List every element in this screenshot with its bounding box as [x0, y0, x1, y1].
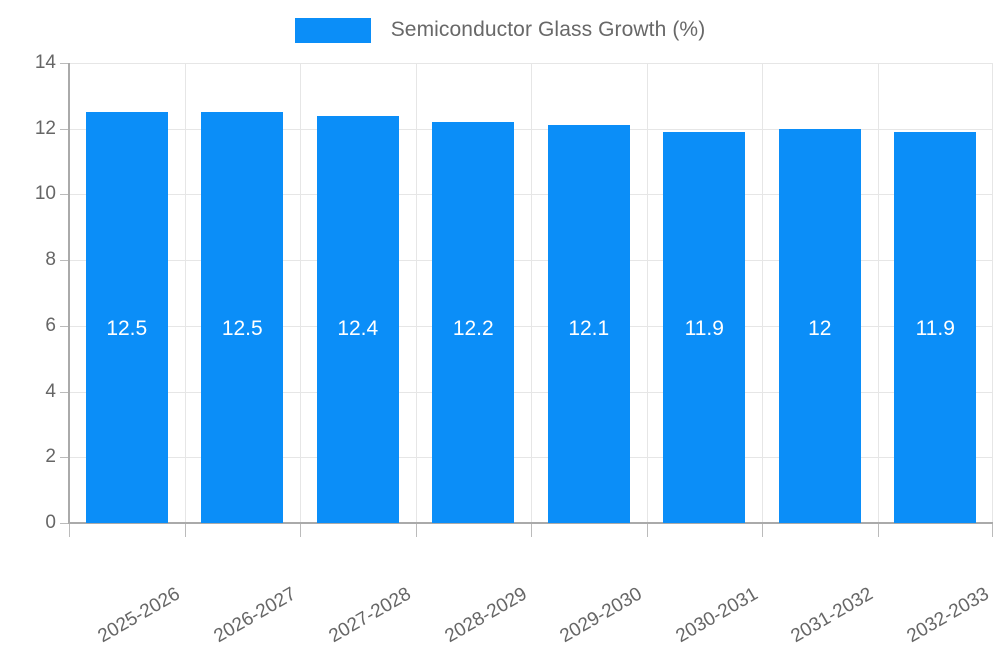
y-axis-tick-label: 6 — [45, 314, 56, 336]
bar[interactable] — [778, 128, 861, 523]
y-axis-tick-label: 12 — [34, 117, 56, 139]
bar-chart: Semiconductor Glass Growth (%) 0 2 4 6 8 10 12… — [0, 12, 1000, 647]
bar[interactable] — [894, 132, 977, 523]
bar-value-label: 12.5 — [106, 317, 148, 340]
bar-slot: 12.5 — [69, 63, 185, 523]
y-axis-tick-label: 14 — [34, 52, 56, 73]
bar-series-semiconductor-glass-growth: 12.5 12.5 12.4 12.2 12.1 11.9 12 11.9 — [69, 63, 993, 523]
y-axis-tick-mark — [60, 128, 68, 130]
gridline-vertical — [184, 63, 186, 523]
y-axis-tick-labels: 0 2 4 6 8 10 12 14 — [0, 52, 56, 533]
bar-value-label: 12.2 — [452, 317, 494, 340]
x-axis-tick-label: 2028-2029 — [441, 583, 531, 648]
legend-color-swatch-icon — [294, 17, 371, 43]
bar-value-label: 11.9 — [684, 317, 724, 340]
x-axis-tick-mark — [877, 524, 879, 537]
gridline-vertical — [992, 63, 993, 523]
bar-slot: 12.1 — [531, 63, 647, 523]
x-axis-tick-mark — [646, 524, 648, 537]
bar-slot: 12 — [762, 63, 878, 523]
chart-legend: Semiconductor Glass Growth (%) — [0, 12, 1000, 48]
x-axis-tick-label: 2027-2028 — [325, 583, 416, 648]
y-axis-tick-mark — [60, 194, 68, 196]
y-axis-tick-marks — [0, 63, 69, 524]
bar[interactable] — [663, 132, 746, 523]
x-axis-tick-mark — [992, 524, 993, 537]
bar-slot: 11.9 — [647, 63, 763, 523]
x-axis-tick-mark — [762, 524, 763, 537]
x-axis-tick-labels: 2025-2026 2026-2027 2027-2028 2028-2029 2029… — [69, 524, 993, 647]
y-axis-line — [68, 63, 70, 524]
bar-value-label: 12.5 — [221, 317, 263, 340]
plot-area — [69, 63, 993, 524]
bar[interactable] — [432, 122, 515, 523]
y-axis-tick-label: 0 — [45, 512, 56, 533]
y-axis-tick-mark — [60, 325, 68, 327]
x-axis-tick-label: 2032-2033 — [903, 583, 993, 648]
gridline-vertical — [877, 63, 879, 523]
bar-slot: 12.5 — [185, 63, 301, 523]
legend-item-semiconductor-glass-growth[interactable]: Semiconductor Glass Growth (%) — [294, 17, 706, 43]
y-axis-tick-mark — [60, 63, 68, 64]
x-axis-tick-mark — [415, 524, 417, 537]
y-axis-tick-mark — [60, 523, 68, 524]
legend-item-label: Semiconductor Glass Growth (%) — [390, 18, 706, 41]
gridline-vertical — [646, 63, 648, 523]
bar[interactable] — [547, 125, 630, 523]
y-axis-tick-label: 2 — [45, 446, 56, 468]
x-axis-tick-label: 2030-2031 — [672, 583, 762, 648]
x-axis-line — [68, 522, 993, 524]
bar[interactable] — [85, 112, 168, 523]
x-axis-tick-mark — [300, 524, 301, 537]
x-axis-tick-mark — [531, 524, 532, 537]
gridline-vertical — [762, 63, 763, 523]
x-axis-tick-label: 2026-2027 — [210, 583, 300, 648]
gridline-vertical — [531, 63, 532, 523]
y-axis-tick-label: 10 — [34, 183, 56, 205]
x-axis-tick-mark — [184, 524, 186, 537]
x-axis-tick-label: 2029-2030 — [556, 583, 647, 648]
x-axis-tick-label: 2031-2032 — [787, 583, 878, 648]
y-axis-tick-label: 4 — [45, 380, 56, 402]
y-axis-tick-mark — [60, 457, 68, 459]
bar-value-label: 12 — [808, 317, 832, 340]
bar[interactable] — [201, 112, 284, 523]
x-axis-tick-mark — [69, 524, 70, 537]
y-axis-tick-mark — [60, 260, 68, 262]
y-axis-tick-mark — [60, 391, 68, 393]
bar-slot: 11.9 — [878, 63, 994, 523]
gridline-vertical — [300, 63, 301, 523]
x-axis-tick-marks — [69, 524, 993, 538]
bar-value-label: 11.9 — [915, 317, 955, 340]
y-axis-tick-label: 8 — [45, 249, 56, 271]
bar-slot: 12.2 — [416, 63, 532, 523]
bar-value-label: 12.1 — [568, 317, 610, 340]
gridline-vertical — [415, 63, 417, 523]
bar-value-label: 12.4 — [337, 317, 379, 340]
bar[interactable] — [316, 115, 399, 523]
x-axis-tick-label: 2025-2026 — [94, 583, 185, 648]
bar-slot: 12.4 — [300, 63, 416, 523]
